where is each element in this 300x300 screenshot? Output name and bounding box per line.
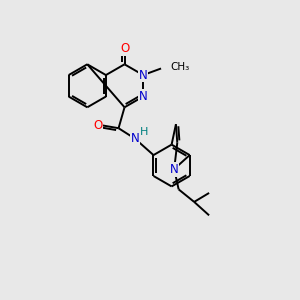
Text: N: N bbox=[130, 132, 140, 145]
Text: CH₃: CH₃ bbox=[170, 62, 189, 72]
Text: N: N bbox=[139, 90, 148, 103]
Text: O: O bbox=[120, 42, 129, 55]
Text: N: N bbox=[170, 163, 178, 176]
Text: O: O bbox=[93, 119, 102, 132]
Text: H: H bbox=[140, 127, 149, 137]
Text: N: N bbox=[139, 68, 148, 82]
